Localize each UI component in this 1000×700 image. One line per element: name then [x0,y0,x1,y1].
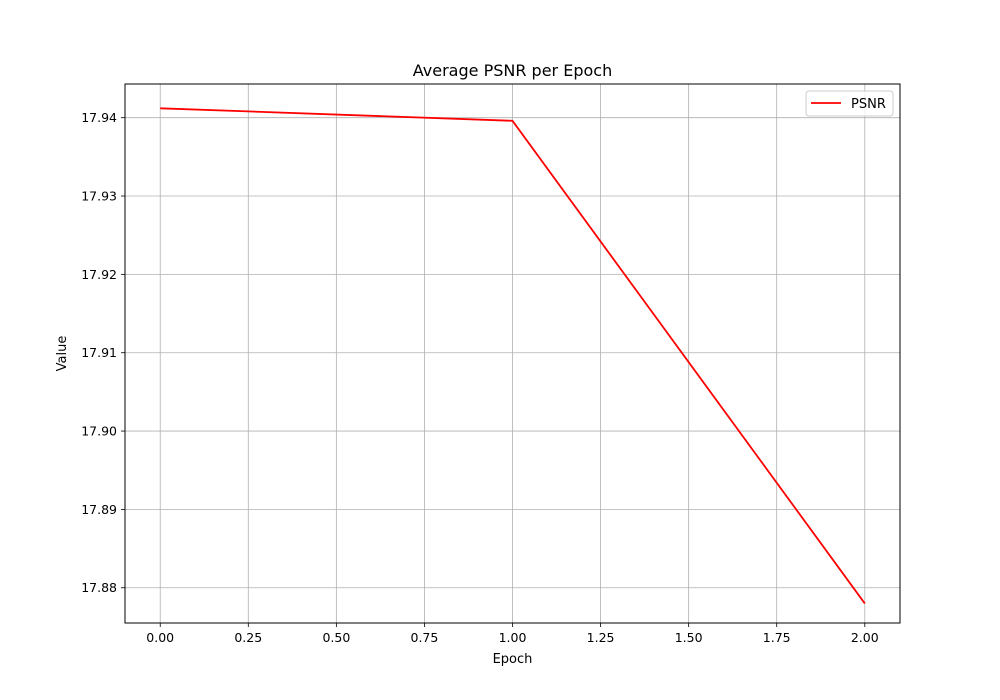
y-tick-label: 17.89 [81,502,117,517]
x-tick-label: 0.25 [234,630,262,645]
series-line-psnr [160,107,866,604]
legend: PSNR [805,90,894,117]
legend-box [805,90,894,117]
y-axis-label: Value [55,336,70,372]
y-tick-label: 17.94 [81,110,117,125]
x-tick-label: 1.00 [499,630,527,645]
y-tick-label: 17.91 [81,345,117,360]
x-tick-label: 1.25 [587,630,615,645]
y-tick-label: 17.93 [81,189,117,204]
y-tick-label: 17.92 [81,267,117,282]
chart-title: Average PSNR per Epoch [413,61,612,80]
x-tick-label: 1.50 [675,630,703,645]
x-axis-label: Epoch [493,652,533,667]
x-tick-label: 0.75 [411,630,439,645]
legend-label-psnr: PSNR [851,97,886,112]
grid-layer [125,84,900,623]
y-tick-label: 17.88 [81,580,117,595]
x-tick-label: 1.75 [763,630,791,645]
x-tick-label: 0.50 [322,630,350,645]
series-layer [160,107,866,604]
x-tick-label: 2.00 [851,630,879,645]
x-tick-label: 0.00 [146,630,174,645]
tick-layer: 0.00 0.25 0.50 0.75 1.00 1.25 1.50 1.75 2.00 17.8… [81,110,879,645]
y-tick-label: 17.90 [81,424,117,439]
